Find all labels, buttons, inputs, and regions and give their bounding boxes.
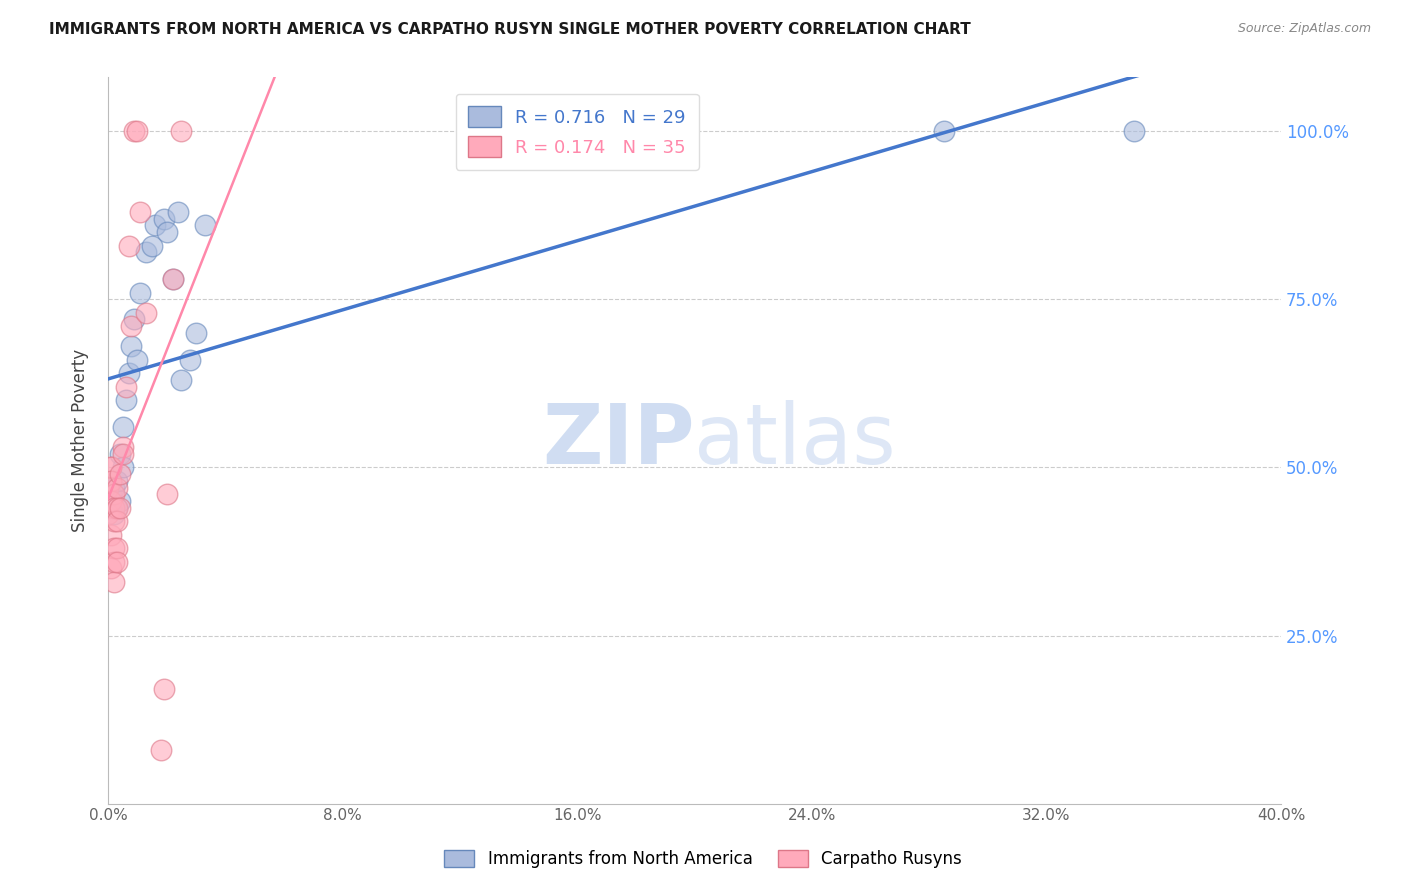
Point <box>103 555 125 569</box>
Point <box>108 494 131 508</box>
Point <box>111 440 134 454</box>
Point <box>103 574 125 589</box>
Point <box>100 494 122 508</box>
Point <box>100 460 122 475</box>
Point <box>194 219 217 233</box>
Point <box>108 447 131 461</box>
Point <box>97 508 120 522</box>
Point <box>135 306 157 320</box>
Point <box>152 682 174 697</box>
Point <box>120 319 142 334</box>
Point <box>170 124 193 138</box>
Point <box>103 487 125 501</box>
Text: ZIP: ZIP <box>541 400 695 481</box>
Point <box>100 487 122 501</box>
Point <box>103 481 125 495</box>
Point <box>932 124 955 138</box>
Point <box>114 393 136 408</box>
Point <box>149 743 172 757</box>
Point <box>129 205 152 219</box>
Point <box>100 561 122 575</box>
Point <box>105 500 128 515</box>
Point <box>152 211 174 226</box>
Point <box>117 238 139 252</box>
Point <box>105 541 128 555</box>
Legend: Immigrants from North America, Carpatho Rusyns: Immigrants from North America, Carpatho … <box>437 843 969 875</box>
Point <box>108 467 131 482</box>
Point <box>127 352 149 367</box>
Text: Source: ZipAtlas.com: Source: ZipAtlas.com <box>1237 22 1371 36</box>
Point <box>143 219 166 233</box>
Point <box>167 205 190 219</box>
Point <box>1123 124 1146 138</box>
Point <box>120 339 142 353</box>
Legend: R = 0.716   N = 29, R = 0.174   N = 35: R = 0.716 N = 29, R = 0.174 N = 35 <box>456 94 699 169</box>
Point <box>141 238 163 252</box>
Point <box>100 527 122 541</box>
Point <box>103 500 125 515</box>
Point <box>108 500 131 515</box>
Point <box>105 474 128 488</box>
Point <box>124 312 146 326</box>
Point <box>184 326 207 340</box>
Point <box>105 514 128 528</box>
Point <box>97 481 120 495</box>
Point <box>162 272 184 286</box>
Point <box>170 373 193 387</box>
Point <box>111 460 134 475</box>
Point <box>127 124 149 138</box>
Point <box>103 514 125 528</box>
Point <box>103 508 125 522</box>
Point <box>105 555 128 569</box>
Point <box>156 225 179 239</box>
Point <box>162 272 184 286</box>
Point <box>105 500 128 515</box>
Point <box>100 500 122 515</box>
Point <box>100 460 122 475</box>
Point <box>105 481 128 495</box>
Y-axis label: Single Mother Poverty: Single Mother Poverty <box>72 349 89 533</box>
Point <box>103 541 125 555</box>
Point <box>111 420 134 434</box>
Point <box>129 285 152 300</box>
Point <box>111 447 134 461</box>
Point <box>135 245 157 260</box>
Point <box>179 352 201 367</box>
Text: atlas: atlas <box>695 400 896 481</box>
Point <box>114 380 136 394</box>
Point <box>117 366 139 380</box>
Point <box>124 124 146 138</box>
Point <box>156 487 179 501</box>
Point <box>100 474 122 488</box>
Text: IMMIGRANTS FROM NORTH AMERICA VS CARPATHO RUSYN SINGLE MOTHER POVERTY CORRELATIO: IMMIGRANTS FROM NORTH AMERICA VS CARPATH… <box>49 22 972 37</box>
